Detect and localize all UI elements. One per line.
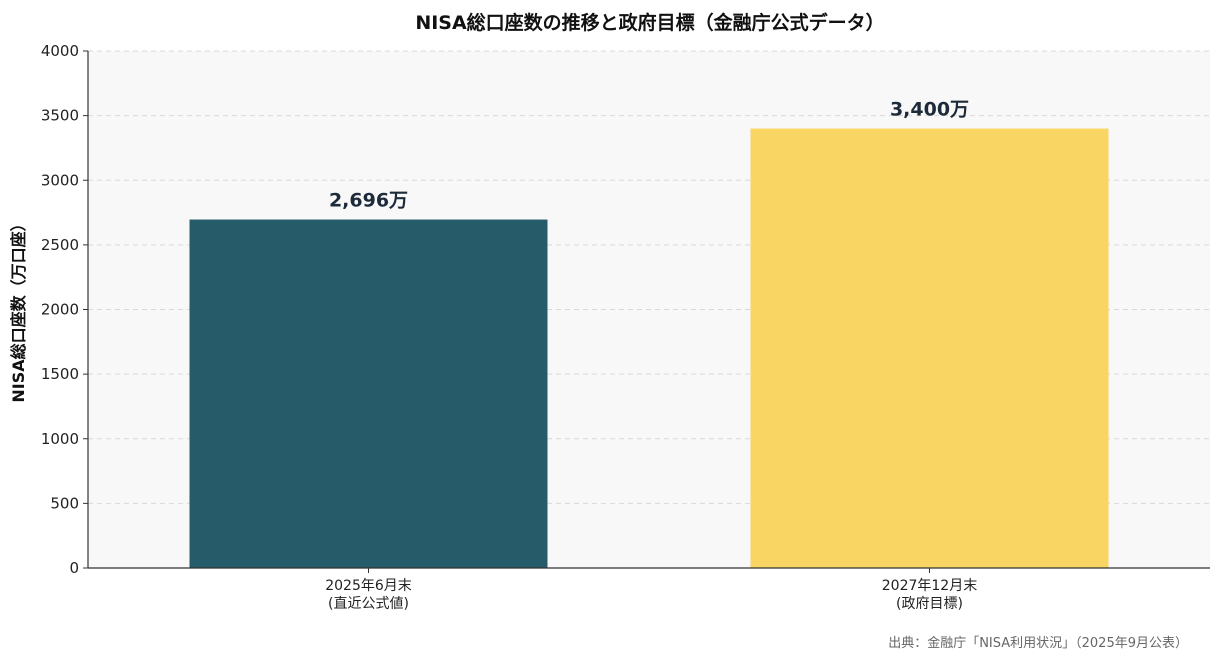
y-axis-label: NISA総口座数（万口座） [9,215,28,402]
x-tick-label: 2027年12月末 [882,578,977,594]
y-tick-label: 0 [69,559,79,577]
y-tick-label: 500 [50,494,79,512]
bar-value-labels: 2,696万 3,400万 [329,99,969,212]
source-note: 出典：金融庁「NISA利用状況」（2025年9月公表） [888,635,1188,651]
bar-1 [189,219,548,569]
y-tick-label: 1000 [41,430,79,448]
y-axis-ticks: 0 500 1000 1500 2000 2500 3000 3500 4000 [41,42,88,577]
y-tick-label: 4000 [41,42,79,60]
x-tick-label: (政府目標) [896,596,963,612]
x-axis-ticks: 2025年6月末(直近公式値) 2027年12月末 (政府目標) [325,568,977,612]
bar-value-label: 3,400万 [890,99,969,121]
bar-value-label: 2,696万 [329,190,408,212]
y-tick-label: 2500 [41,236,79,254]
bars [189,128,1109,569]
x-tick-label: (直近公式値) [328,595,409,612]
x-tick-label: 2025年6月末 [325,578,412,594]
chart-title: NISA総口座数の推移と政府目標（金融庁公式データ） [415,11,884,34]
gridlines [88,50,1210,504]
y-tick-label: 3000 [41,171,79,189]
y-tick-label: 1500 [41,365,79,383]
bar-2 [750,128,1109,569]
y-tick-label: 3500 [41,107,79,125]
y-tick-label: 2000 [41,301,79,319]
